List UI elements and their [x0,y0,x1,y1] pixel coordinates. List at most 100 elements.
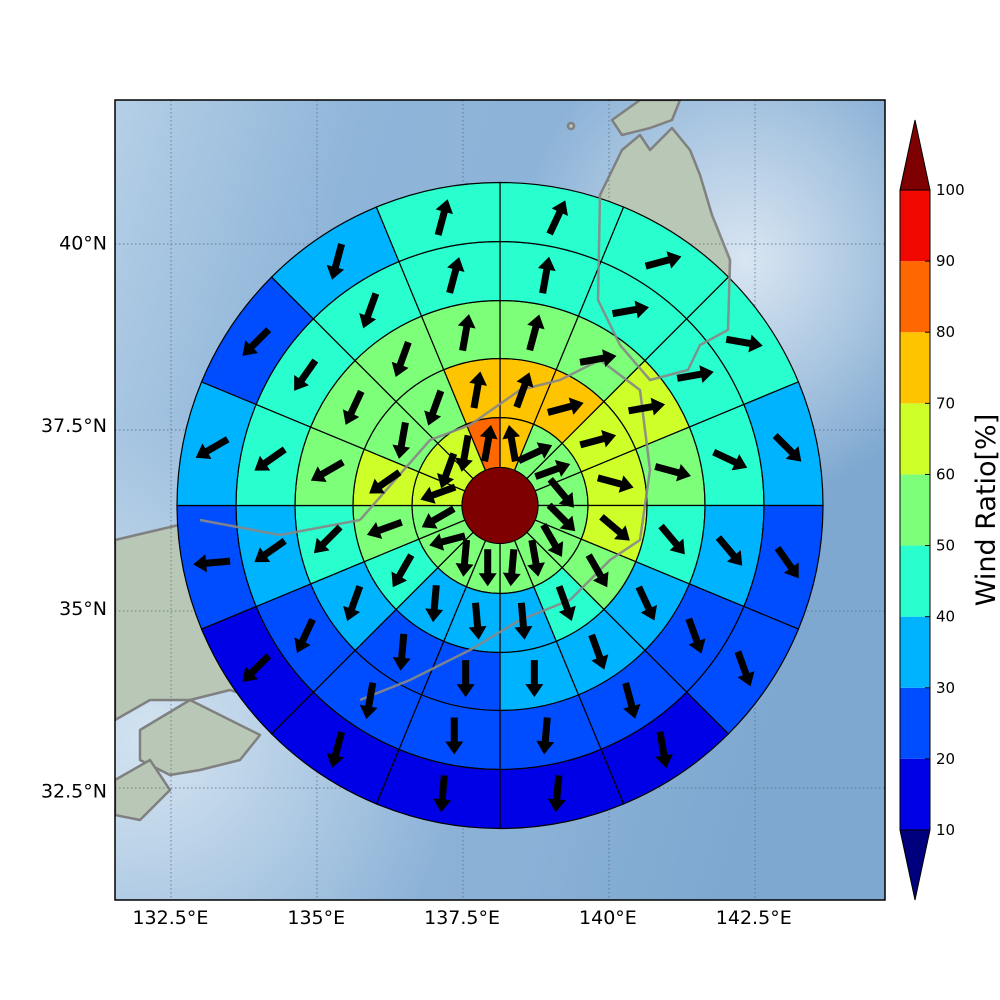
y-tick-label: 32.5°N [41,780,107,802]
wind-arrow [242,653,272,682]
wind-arrow [366,518,403,539]
wind-arrow [514,602,533,640]
wind-arrow [725,334,763,353]
wind-arrow [599,514,630,541]
wind-arrow [343,585,364,622]
wind-arrow [540,523,564,557]
wind-arrow [655,731,673,769]
wind-arrow [456,660,475,698]
colorbar-segment [900,332,930,404]
wind-arrow [254,446,287,471]
wind-arrow [313,524,343,554]
wind-arrow [420,483,457,504]
wind-arrow [517,442,553,464]
wind-arrow [536,717,555,755]
wind-arrow [421,505,456,529]
wind-arrow [391,553,415,588]
y-tick-label: 35°N [59,598,107,620]
colorbar-segment [900,403,930,475]
wind-arrow [434,199,453,236]
wind-arrow [644,251,682,270]
wind-arrow [502,549,521,587]
colorbar-segment [900,758,930,830]
wind-arrow [392,633,411,671]
wind-arrow [294,358,319,391]
x-tick-label: 135°E [287,907,345,929]
wind-arrow [425,584,444,623]
wind-arrow [772,433,802,462]
wind-arrow [326,731,345,768]
colorbar-tick-label: 70 [936,394,955,412]
center-disc [461,466,539,544]
wind-arrow [468,602,487,640]
wind-arrow [622,682,641,719]
wind-arrow [392,421,411,459]
colorbar-tick-label: 20 [936,750,955,768]
wind-arrow [585,553,609,588]
wind-arrow [254,538,287,563]
y-axis-ticks: 32.5°N 35°N 37.5°N 40°N [41,232,107,802]
x-tick-label: 140°E [579,907,637,929]
colorbar-under-extension [899,829,931,901]
wind-arrow [546,502,576,532]
colorbar-tick-label: 10 [936,821,955,839]
x-tick-label: 132.5°E [132,907,208,929]
wind-arrow [712,448,748,471]
wind-arrow [534,459,571,480]
wind-arrow [513,372,534,409]
wind-arrow [579,429,617,449]
wind-arrow [433,775,452,813]
wind-arrow [527,539,545,577]
wind-arrows [193,199,802,813]
wind-arrow [774,545,799,579]
wind-arrow [526,314,545,352]
y-tick-label: 40°N [59,232,107,254]
wind-arrow [242,327,272,356]
wind-arrow [658,523,685,555]
colorbar-tick-label: 90 [936,252,955,270]
wind-arrow [478,549,497,587]
wind-arrow [429,532,466,551]
wind-arrow [654,463,691,482]
wind-arrow [294,617,316,653]
colorbar-tick-label: 80 [936,323,955,341]
wind-arrow [715,535,743,566]
wind-arrow [457,314,476,352]
wind-arrow [342,389,365,425]
wind-arrow [455,539,474,577]
map-frame [114,99,886,901]
wind-arrow [588,633,609,670]
wind-arrow [502,424,521,463]
wind-arrow [547,477,575,508]
x-tick-label: 142.5°E [716,907,792,929]
wind-arrow [676,365,714,384]
colorbar-segment [900,261,930,333]
wind-arrow [555,585,576,622]
y-tick-label: 37.5°N [41,415,107,437]
colorbar-label: Wind Ratio[%] [971,414,1000,606]
wind-arrow [193,554,231,573]
wind-arrow [734,650,755,687]
wind-arrow [437,452,458,489]
wind-arrow [546,200,568,236]
wind-arrow [446,257,465,294]
colorbar-tick-label: 30 [936,679,955,697]
wind-arrow [369,469,402,494]
wind-arrow [455,434,473,472]
colorbar-tick-label: 60 [936,465,955,483]
colorbar-segment [900,616,930,688]
wind-arrow [359,292,380,329]
wind-arrow [424,389,445,426]
x-axis-ticks: 132.5°E 135°E 137.5°E 140°E 142.5°E [132,907,791,929]
wind-arrow [445,717,464,755]
wind-arrow [579,349,617,367]
colorbar-frame [899,189,931,831]
wind-arrow [547,775,566,813]
wind-arrow [310,459,345,482]
wind-arrow [628,397,666,416]
colorbar-segment [900,190,930,262]
wind-arrow [359,682,378,720]
wind-arrow [195,436,230,460]
wind-arrow [537,256,556,294]
